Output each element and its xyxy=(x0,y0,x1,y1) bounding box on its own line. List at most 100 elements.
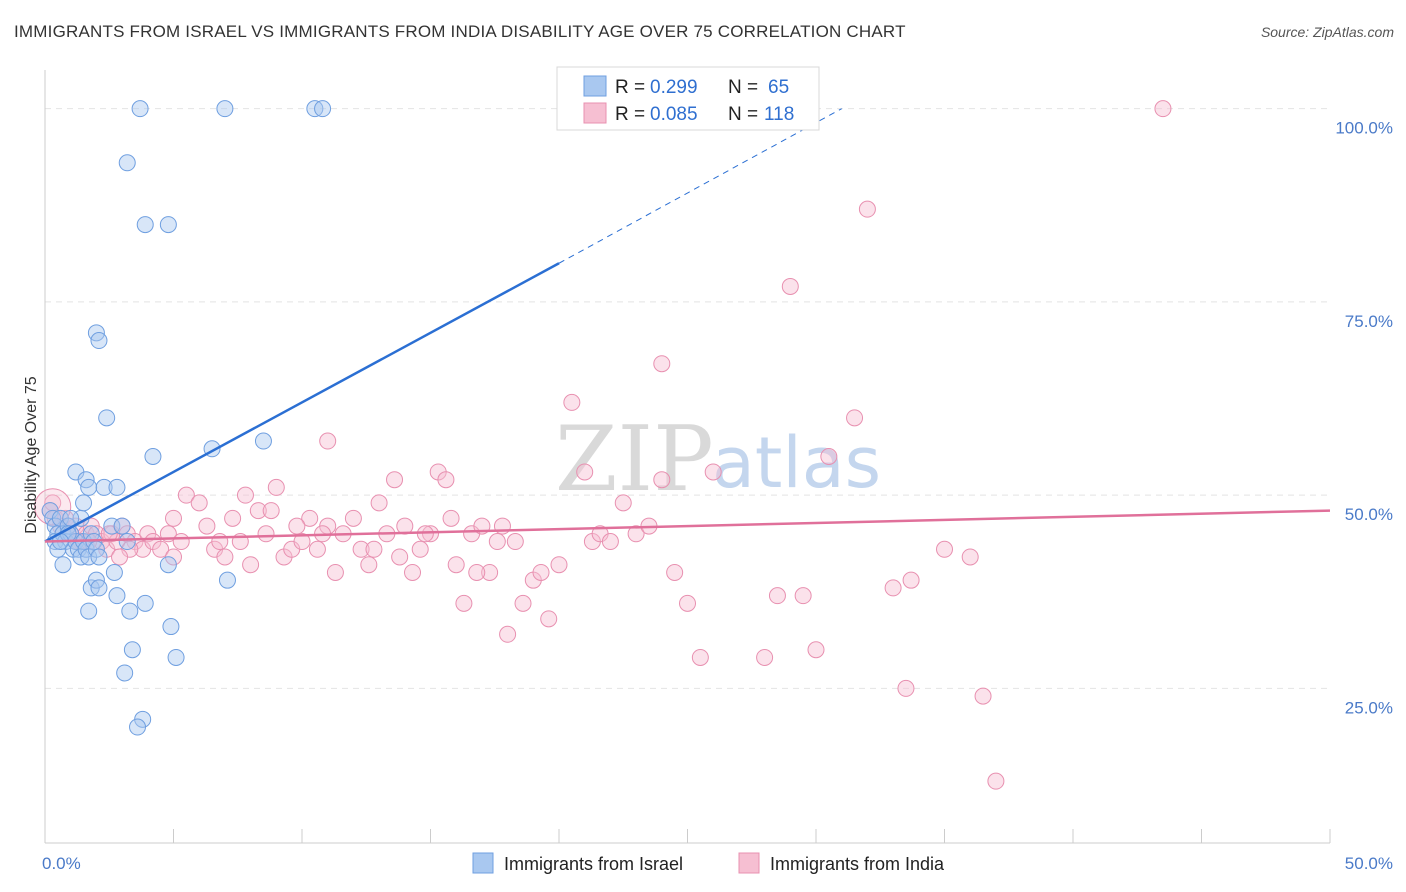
india-point xyxy=(360,556,378,574)
legend-r-label-israel: R = xyxy=(615,77,645,98)
india-point xyxy=(288,517,306,535)
israel-point xyxy=(116,664,134,682)
israel-point xyxy=(90,548,108,566)
israel-point xyxy=(105,563,123,581)
india-point xyxy=(404,563,422,581)
legend-n-value-india: 118 xyxy=(764,104,794,125)
india-point xyxy=(391,548,409,566)
india-point xyxy=(216,548,234,566)
india-point xyxy=(152,540,170,558)
india-point xyxy=(262,502,280,520)
israel-point xyxy=(95,478,113,496)
india-point xyxy=(807,641,825,659)
bottom-legend-label-india: Immigrants from India xyxy=(770,854,945,874)
bottom-legend-swatch-israel xyxy=(472,852,494,874)
india-point xyxy=(974,687,992,705)
india-point xyxy=(540,610,558,628)
india-point xyxy=(211,533,229,551)
india-point xyxy=(416,525,434,543)
israel-point xyxy=(167,648,185,666)
legend-swatch-israel xyxy=(583,75,607,97)
israel-point xyxy=(218,571,236,589)
israel-point xyxy=(75,494,93,512)
legend-n-label-india: N = xyxy=(728,104,758,125)
india-point xyxy=(627,525,645,543)
india-point xyxy=(550,556,568,574)
india-point xyxy=(352,540,370,558)
y-tick-label: 50.0% xyxy=(1345,505,1393,524)
israel-point xyxy=(80,602,98,620)
x-tick-label-min: 0.0% xyxy=(42,854,81,873)
trend-lines xyxy=(44,108,1331,543)
india-point xyxy=(679,594,696,612)
israel-point xyxy=(80,478,98,496)
india-point xyxy=(293,533,311,551)
india-point xyxy=(455,594,473,612)
y-tick-label: 100.0% xyxy=(1335,119,1393,138)
india-point xyxy=(691,648,709,666)
india-trend-line xyxy=(44,509,1331,543)
india-point xyxy=(499,625,517,643)
india-point xyxy=(532,563,550,581)
india-point xyxy=(961,548,979,566)
india-point xyxy=(506,533,524,551)
india-point xyxy=(242,556,260,574)
india-point xyxy=(781,277,799,295)
israel-point xyxy=(131,100,149,118)
y-tick-label: 75.0% xyxy=(1345,312,1393,331)
india-point xyxy=(111,548,129,566)
india-point xyxy=(177,486,195,504)
y-axis-label: Disability Age Over 75 xyxy=(23,376,40,534)
israel-point xyxy=(216,100,234,118)
india-point xyxy=(422,525,439,543)
india-point xyxy=(386,471,404,489)
israel-point xyxy=(314,100,332,118)
israel-trend-line xyxy=(44,262,560,543)
israel-point xyxy=(118,533,136,551)
india-point xyxy=(468,563,486,581)
israel-point xyxy=(159,556,177,574)
x-tick-labels: 0.0% 50.0% xyxy=(42,854,1393,873)
israel-point xyxy=(90,332,108,350)
watermark-atlas: atlas xyxy=(712,422,881,504)
series-legend: Immigrants from Israel Immigrants from I… xyxy=(472,852,945,874)
india-point xyxy=(365,540,383,558)
india-point xyxy=(308,540,326,558)
india-point xyxy=(224,509,242,527)
india-point xyxy=(370,494,388,512)
india-point xyxy=(858,200,876,218)
y-tick-labels: 25.0% 50.0% 75.0% 100.0% xyxy=(1335,119,1393,718)
israel-point xyxy=(108,478,126,496)
india-point xyxy=(794,587,812,605)
india-point xyxy=(576,463,594,481)
india-point xyxy=(514,594,532,612)
israel-point xyxy=(103,517,121,535)
israel-point xyxy=(54,556,72,574)
india-point xyxy=(165,509,182,527)
x-tick-label-max: 50.0% xyxy=(1345,854,1393,873)
axes xyxy=(44,70,1331,844)
israel-point xyxy=(113,517,131,535)
india-point xyxy=(236,486,254,504)
israel-trend-extension xyxy=(558,108,842,264)
india-point xyxy=(820,448,838,465)
israel-point xyxy=(162,618,180,636)
chart-title: IMMIGRANTS FROM ISRAEL VS IMMIGRANTS FRO… xyxy=(14,22,906,41)
israel-point xyxy=(121,602,139,620)
legend-r-label-india: R = xyxy=(615,104,645,125)
india-point xyxy=(172,533,190,551)
india-point xyxy=(481,563,499,581)
india-point xyxy=(902,571,920,589)
legend-r-value-israel: 0.299 xyxy=(650,77,698,98)
india-point xyxy=(190,494,208,512)
india-point xyxy=(411,540,429,558)
israel-point xyxy=(118,154,136,172)
india-point xyxy=(437,471,455,489)
india-point xyxy=(614,494,632,512)
legend-n-value-israel: 65 xyxy=(768,77,789,98)
correlation-legend: R = 0.299 N = 65 R = 0.085 N = 118 xyxy=(556,66,820,131)
india-point xyxy=(442,509,460,527)
india-point xyxy=(326,563,344,581)
india-point xyxy=(653,355,671,373)
